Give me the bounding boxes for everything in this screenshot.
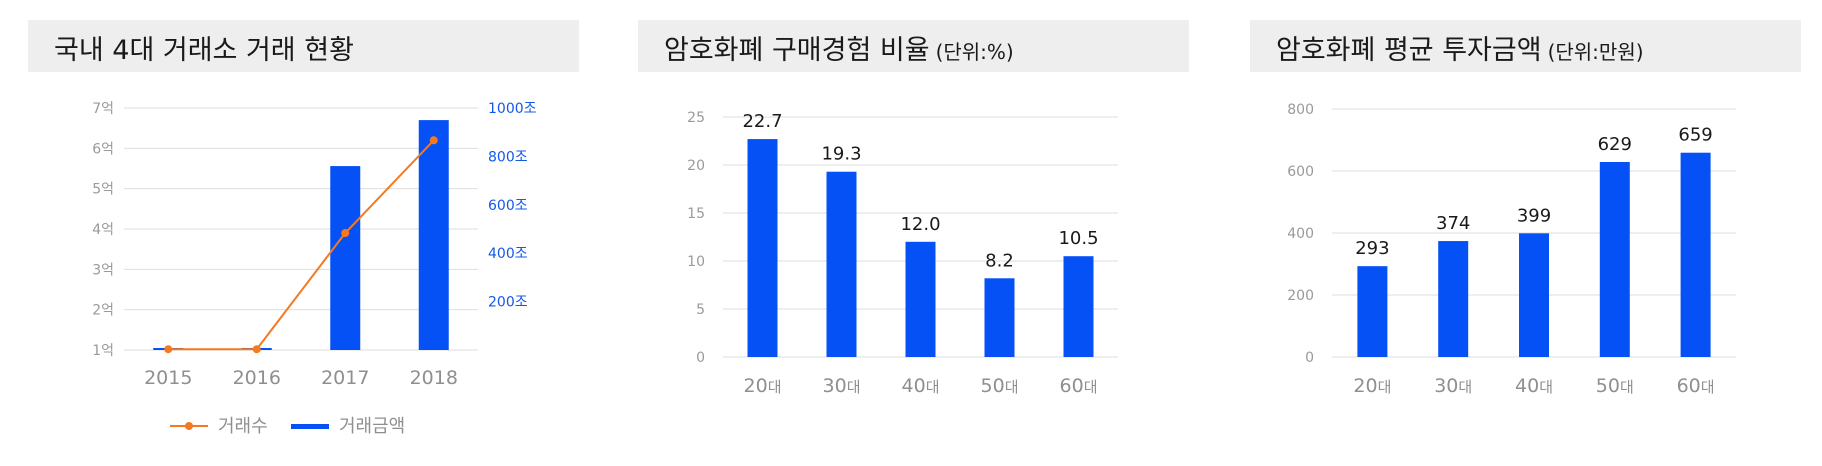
x-tick-label: 20대 — [744, 375, 782, 397]
left-axis-tick-label: 5억 — [92, 182, 114, 198]
bar — [1063, 256, 1094, 357]
bar — [1438, 241, 1469, 357]
avg-investment-panel-title: 암호화폐 평균 투자금액 (단위:만원) — [1276, 28, 1644, 67]
data-label: 8.2 — [985, 250, 1014, 271]
x-tick-label: 30대 — [823, 375, 861, 397]
y-tick-label: 5 — [696, 302, 705, 318]
left-axis-tick-label: 7억 — [92, 101, 114, 117]
legend-bar-swatch — [291, 424, 329, 429]
y-tick-label: 800 — [1287, 102, 1314, 118]
purchase-rate-title-text: 암호화폐 구매경험 비율 — [664, 35, 930, 66]
purchase-rate-panel: 암호화폐 구매경험 비율 (단위:%) 0 5 10 15 20 25 22.7 20대 19.3… — [638, 0, 1189, 466]
x-tick-label: 40대 — [1515, 375, 1553, 397]
data-label: 293 — [1355, 238, 1389, 259]
line-point — [164, 345, 173, 354]
purchase-rate-chart: 0 5 10 15 20 25 22.7 20대 19.3 30대 12.0 40대 8.2 50대 10.… — [687, 110, 1118, 397]
data-label: 19.3 — [821, 144, 861, 165]
left-axis-tick-label: 3억 — [92, 262, 114, 278]
bar — [747, 139, 778, 357]
data-label: 399 — [1517, 205, 1551, 226]
legend-label: 거래금액 — [339, 416, 405, 437]
bar — [418, 120, 449, 350]
x-tick-label: 50대 — [981, 375, 1019, 397]
data-label: 629 — [1598, 134, 1632, 155]
exchange-panel-header: 국내 4대 거래소 거래 현황 — [28, 20, 579, 72]
line-point — [341, 229, 350, 238]
x-tick-label: 40대 — [902, 375, 940, 397]
avg-investment-panel-header: 암호화폐 평균 투자금액 (단위:만원) — [1250, 20, 1801, 72]
x-tick-label: 20대 — [1353, 375, 1391, 397]
x-tick-label: 50대 — [1596, 375, 1634, 397]
data-label: 374 — [1436, 213, 1470, 234]
avg-investment-title-text: 암호화폐 평균 투자금액 — [1276, 35, 1542, 66]
y-tick-label: 20 — [687, 158, 705, 174]
data-label: 12.0 — [900, 214, 940, 235]
right-axis-tick-label: 600조 — [488, 198, 528, 214]
x-tick-label: 2016 — [233, 367, 281, 389]
line-series — [168, 139, 435, 351]
y-tick-label: 400 — [1287, 226, 1314, 242]
y-tick-label: 600 — [1287, 164, 1314, 180]
y-tick-label: 10 — [687, 254, 705, 270]
exchange-panel: 국내 4대 거래소 거래 현황 1억 2억 3억 4억 5억 6억 7억 200조 400조 60… — [28, 0, 579, 466]
data-label: 10.5 — [1058, 228, 1098, 249]
bar — [905, 241, 936, 357]
purchase-rate-unit: (단위:%) — [935, 40, 1014, 64]
bar — [1519, 233, 1549, 357]
left-axis-tick-label: 1억 — [92, 343, 114, 359]
right-axis-tick-label: 200조 — [488, 295, 528, 311]
right-axis-tick-label: 1000조 — [488, 101, 537, 117]
legend-label: 거래수 — [218, 416, 268, 437]
x-tick-label: 30대 — [1434, 375, 1472, 397]
right-axis-tick-label: 800조 — [488, 149, 528, 165]
left-axis-tick-label: 2억 — [92, 303, 114, 319]
legend-line-marker — [185, 422, 193, 430]
exchange-panel-title: 국내 4대 거래소 거래 현황 — [54, 35, 354, 66]
bar — [826, 171, 857, 357]
y-tick-label: 0 — [696, 350, 705, 366]
y-tick-label: 25 — [687, 110, 705, 126]
bar — [1680, 152, 1711, 357]
x-tick-label: 2015 — [144, 367, 192, 389]
bar — [1357, 266, 1388, 357]
x-tick-label: 60대 — [1060, 375, 1098, 397]
avg-investment-chart: 0 200 400 600 800 293 20대 374 30대 399 40대 629 50대 659… — [1287, 102, 1736, 397]
x-tick-label: 2018 — [410, 367, 458, 389]
avg-investment-unit: (단위:만원) — [1547, 40, 1644, 64]
x-tick-label: 60대 — [1677, 375, 1715, 397]
left-axis-tick-label: 6억 — [92, 141, 114, 157]
bar — [330, 166, 361, 350]
y-tick-label: 0 — [1305, 350, 1314, 366]
exchange-chart: 1억 2억 3억 4억 5억 6억 7억 200조 400조 600조 800조 1000조 2015 2… — [92, 101, 537, 437]
data-label: 22.7 — [742, 111, 782, 132]
right-axis-tick-label: 400조 — [488, 246, 528, 262]
x-tick-label: 2017 — [321, 367, 369, 389]
purchase-rate-panel-header: 암호화폐 구매경험 비율 (단위:%) — [638, 20, 1189, 72]
line-point — [429, 136, 438, 145]
line-point — [252, 345, 261, 354]
avg-investment-panel: 암호화폐 평균 투자금액 (단위:만원) 0 200 400 600 800 293 20대 3… — [1250, 0, 1801, 466]
purchase-rate-panel-title: 암호화폐 구매경험 비율 (단위:%) — [664, 28, 1014, 67]
bar — [984, 278, 1015, 357]
y-tick-label: 15 — [687, 206, 705, 222]
bar — [1599, 162, 1630, 357]
left-axis-tick-label: 4억 — [92, 222, 114, 238]
y-tick-label: 200 — [1287, 288, 1314, 304]
data-label: 659 — [1678, 125, 1712, 146]
